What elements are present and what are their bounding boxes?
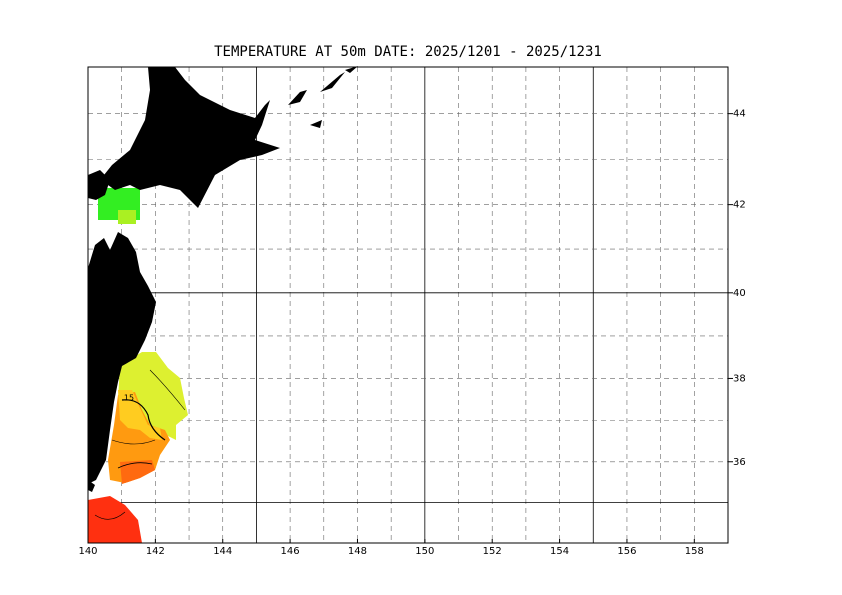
honshu	[88, 232, 156, 484]
x-tick-label: 152	[483, 546, 502, 557]
contour-line	[149, 369, 186, 411]
y-tick-label: 42	[733, 200, 746, 211]
x-tick-label: 158	[685, 546, 704, 557]
y-tick-label: 38	[733, 373, 746, 384]
x-tick-label: 140	[78, 546, 97, 557]
contour-line	[117, 462, 153, 469]
land	[88, 66, 358, 492]
contour-label: 15	[124, 394, 134, 403]
temperature-field: 15	[88, 188, 188, 543]
temp-patch	[118, 210, 136, 224]
x-tick-label: 148	[348, 546, 367, 557]
contour-line	[111, 439, 156, 445]
x-tick-label: 142	[146, 546, 165, 557]
x-tick-label: 156	[617, 546, 636, 557]
x-tick-label: 144	[213, 546, 232, 557]
kuril-island	[345, 66, 358, 73]
contour-line	[94, 511, 126, 520]
y-tick-label: 36	[733, 457, 746, 468]
boso-tip	[88, 480, 95, 492]
oshima-peninsula	[88, 170, 110, 200]
x-tick-label: 154	[550, 546, 569, 557]
map-title: TEMPERATURE AT 50m DATE: 2025/1201 - 202…	[214, 44, 602, 60]
temp-patch	[88, 496, 142, 543]
kuril-island	[320, 72, 345, 92]
contour-line	[121, 399, 166, 441]
plot-frame	[87, 66, 729, 544]
x-tick-label: 150	[415, 546, 434, 557]
y-tick-label: 44	[733, 109, 746, 120]
kuril-island	[288, 90, 307, 105]
hokkaido	[104, 67, 280, 208]
x-tick-label: 146	[281, 546, 300, 557]
temp-patch	[118, 390, 162, 440]
temp-patch	[120, 460, 155, 484]
y-tick-label: 40	[733, 288, 746, 299]
kuril-island	[310, 120, 322, 128]
